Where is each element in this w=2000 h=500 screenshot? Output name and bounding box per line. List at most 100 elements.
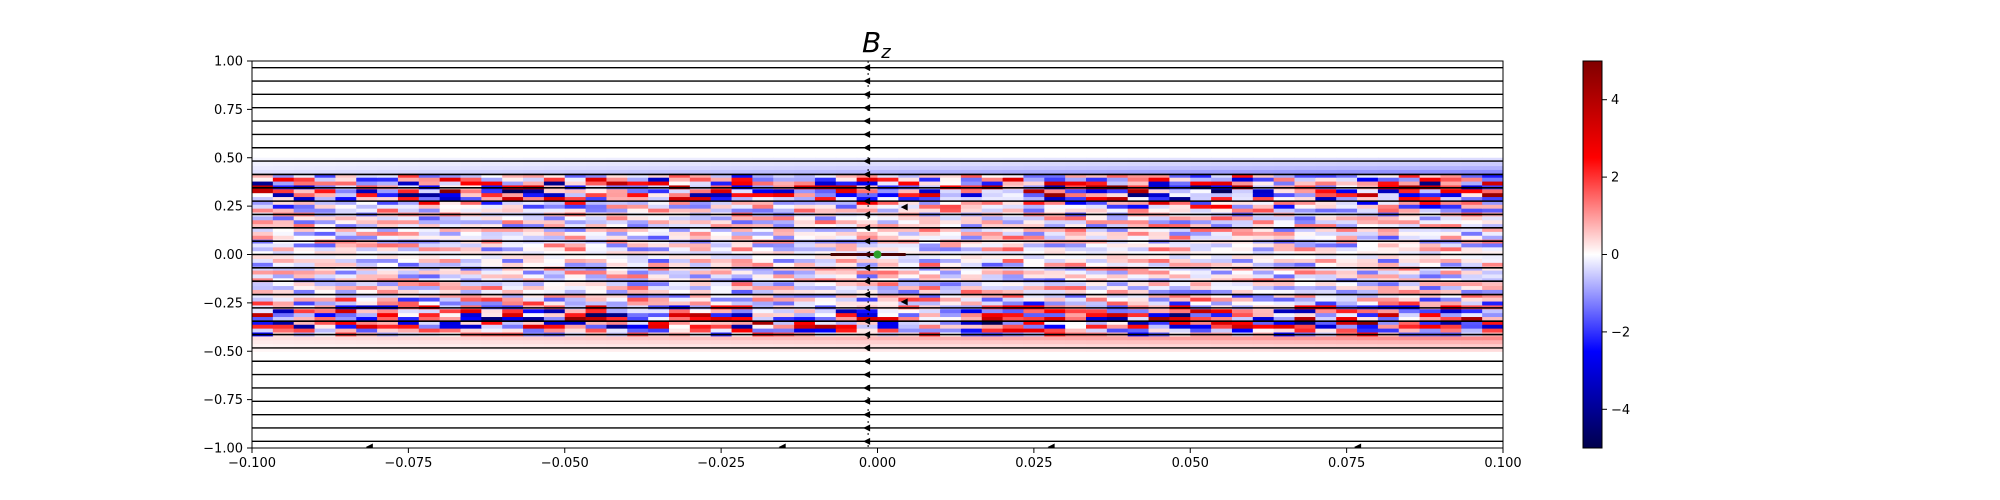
heatmap-cell bbox=[752, 304, 774, 310]
heatmap-cell bbox=[731, 169, 753, 174]
heatmap-cell bbox=[1231, 258, 1254, 263]
heatmap-cell bbox=[627, 289, 649, 294]
heatmap-cell bbox=[1461, 293, 1483, 298]
heatmap-cell bbox=[606, 231, 628, 236]
heatmap-cell bbox=[689, 200, 712, 205]
heatmap-cell bbox=[502, 223, 524, 229]
heatmap-cell bbox=[356, 161, 378, 167]
heatmap-cell bbox=[1106, 223, 1129, 229]
heatmap-cell bbox=[919, 173, 941, 178]
heatmap-cell bbox=[731, 188, 753, 194]
heatmap-cell bbox=[606, 324, 628, 329]
heatmap-cell bbox=[648, 281, 670, 287]
heatmap-cell bbox=[460, 285, 482, 290]
heatmap-cell bbox=[794, 293, 816, 298]
heatmap-cell bbox=[1002, 308, 1025, 314]
heatmap-cell bbox=[1357, 223, 1379, 229]
heatmap-cell bbox=[1065, 262, 1087, 267]
heatmap-cell bbox=[439, 231, 462, 236]
heatmap-cell bbox=[940, 339, 962, 345]
heatmap-cell bbox=[960, 285, 983, 290]
heatmap-cell bbox=[898, 227, 920, 232]
heatmap-cell bbox=[293, 246, 316, 252]
heatmap-cell bbox=[814, 254, 837, 259]
heatmap-cell bbox=[252, 204, 274, 209]
heatmap-cell bbox=[314, 347, 336, 352]
heatmap-cell bbox=[1419, 289, 1442, 294]
heatmap-cell bbox=[293, 297, 316, 302]
heatmap-cell bbox=[940, 320, 962, 325]
heatmap-cell bbox=[1315, 254, 1337, 259]
heatmap-cell bbox=[1357, 242, 1379, 248]
heatmap-cell bbox=[439, 347, 462, 352]
heatmap-cell bbox=[1398, 169, 1421, 174]
heatmap-cell bbox=[1002, 316, 1025, 321]
heatmap-cell bbox=[1190, 328, 1212, 333]
heatmap-cell bbox=[502, 343, 524, 348]
heatmap-cell bbox=[1169, 312, 1191, 318]
heatmap-cell bbox=[1357, 208, 1379, 213]
heatmap-cell bbox=[356, 324, 378, 329]
heatmap-cell bbox=[1086, 246, 1108, 252]
heatmap-cell bbox=[1294, 223, 1316, 229]
heatmap-cell bbox=[731, 254, 753, 259]
heatmap-cell bbox=[335, 320, 357, 325]
heatmap-cell bbox=[1377, 308, 1400, 314]
heatmap-cell bbox=[293, 231, 316, 236]
heatmap-cell bbox=[1148, 335, 1170, 341]
heatmap-cell bbox=[648, 304, 670, 310]
heatmap-cell bbox=[710, 188, 733, 194]
heatmap-cell bbox=[1211, 180, 1233, 186]
heatmap-cell bbox=[1169, 188, 1191, 194]
heatmap-cell bbox=[606, 312, 628, 318]
heatmap-cell bbox=[1106, 188, 1129, 194]
heatmap-cell bbox=[523, 157, 545, 163]
heatmap-cell bbox=[481, 180, 503, 186]
heatmap-cell bbox=[1482, 316, 1503, 321]
heatmap-cell bbox=[1044, 177, 1066, 182]
heatmap-cell bbox=[981, 161, 1004, 167]
heatmap-cell bbox=[627, 300, 649, 306]
heatmap-cell bbox=[1211, 177, 1233, 182]
heatmap-cell bbox=[1398, 339, 1421, 345]
heatmap-cell bbox=[1294, 165, 1316, 170]
heatmap-cell bbox=[1106, 227, 1129, 232]
heatmap-cell bbox=[710, 227, 733, 232]
heatmap-cell bbox=[1211, 235, 1233, 240]
heatmap-cell bbox=[1002, 196, 1025, 201]
heatmap-cell bbox=[856, 324, 879, 329]
heatmap-cell bbox=[648, 347, 670, 352]
heatmap-cell bbox=[919, 308, 941, 314]
heatmap-cell bbox=[1127, 308, 1150, 314]
heatmap-cell bbox=[773, 180, 795, 186]
heatmap-cell bbox=[1002, 180, 1025, 186]
heatmap-cell bbox=[1398, 196, 1421, 201]
heatmap-cell bbox=[1127, 343, 1150, 348]
heatmap-cell bbox=[1086, 258, 1108, 263]
heatmap-cell bbox=[940, 161, 962, 167]
heatmap-cell bbox=[1190, 289, 1212, 294]
heatmap-cell bbox=[460, 173, 482, 178]
heatmap-cell bbox=[1086, 262, 1108, 267]
heatmap-cell bbox=[543, 200, 566, 205]
heatmap-cell bbox=[1023, 180, 1045, 186]
y-tick-label: −0.50 bbox=[203, 345, 243, 360]
heatmap-cell bbox=[481, 347, 503, 352]
heatmap-cell bbox=[627, 223, 649, 229]
heatmap-cell bbox=[1148, 227, 1170, 232]
heatmap-cell bbox=[1273, 161, 1296, 167]
heatmap-cell bbox=[877, 180, 899, 186]
heatmap-cell bbox=[293, 180, 316, 186]
heatmap-cell bbox=[252, 328, 274, 333]
heatmap-cell bbox=[648, 258, 670, 263]
heatmap-cell bbox=[543, 204, 566, 209]
heatmap-cell bbox=[710, 304, 733, 310]
heatmap-cell bbox=[397, 242, 420, 248]
heatmap-cell bbox=[314, 192, 336, 198]
heatmap-cell bbox=[481, 343, 503, 348]
heatmap-cell bbox=[1461, 223, 1483, 229]
heatmap-cell bbox=[564, 161, 587, 167]
heatmap-cell bbox=[794, 215, 816, 221]
heatmap-cell bbox=[272, 169, 295, 174]
heatmap-cell bbox=[981, 300, 1004, 306]
